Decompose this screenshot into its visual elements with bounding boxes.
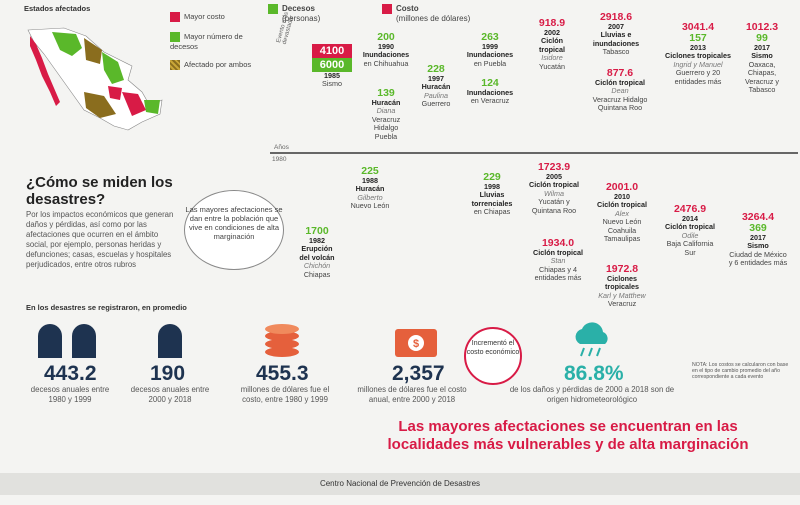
banknote-icon: $ xyxy=(395,329,437,357)
event-1988: 225 1988 Huracán Gilberto Nuevo León xyxy=(350,165,390,211)
event-diana: 139 Huracán Diana Veracruz Hidalgo Puebla xyxy=(371,87,401,141)
marginalization-bubble: Las mayores afectaciones se dan entre la… xyxy=(184,190,284,270)
event-stan: 1934.0 Ciclón tropical Stan Chiapas y 4 ent… xyxy=(533,237,583,283)
hatched-swatch-icon xyxy=(170,60,180,70)
coins-icon xyxy=(265,324,299,357)
event-karl-matthew: 1972.8 Ciclones tropicales Karl y Matthew V… xyxy=(598,263,646,309)
tombstone-icon xyxy=(38,324,96,358)
stat-label-deaths-1: decesos anuales entre 1980 y 1999 xyxy=(30,385,110,404)
event-1997: 228 1997 Huracán Paulina Guerrero xyxy=(421,63,451,109)
event-2013: 3041.4 157 2013 Ciclones tropicales Ingrid y… xyxy=(665,21,731,86)
footer-credit: Centro Nacional de Prevención de Desastr… xyxy=(0,473,800,495)
storm-cloud-icon xyxy=(575,322,608,357)
event-2014: 2476.9 2014 Ciclón tropical Odile Baja Calif… xyxy=(665,203,715,257)
intro-body: Por los impactos económicos que generan … xyxy=(26,210,174,269)
stat-value-cost-1: 455.3 xyxy=(256,362,309,385)
cost-note: NOTA: Los costos se calcularon con base … xyxy=(692,362,789,380)
event-2007: 2918.6 2007 Lluvias e inundaciones Tabasco xyxy=(592,11,640,57)
stat-value-deaths-2: 190 xyxy=(150,362,186,385)
stat-label-deaths-2: decesos anuales entre 2000 y 2018 xyxy=(130,385,210,404)
event-2005: 1723.9 2005 Ciclón tropical Wilma Yucatán y … xyxy=(529,161,579,215)
intro-title: ¿Cómo se miden los desastres? xyxy=(26,174,173,208)
axis-years-label: Años xyxy=(274,144,289,151)
event-1985: 4100 6000 1985 Sismo xyxy=(312,44,352,89)
green-swatch-icon xyxy=(170,32,180,42)
stat-label-cost-1: millones de dólares fue el costo, entre … xyxy=(240,385,330,404)
event-dean: 877.6 Ciclón tropical Dean Veracruz Hidalgo… xyxy=(592,67,648,113)
stats-title: En los desastres se registraron, en prom… xyxy=(26,303,187,312)
event-2017-cdmx: 3264.4 369 2017 Sismo Ciudad de México y 6 e… xyxy=(728,211,788,268)
main-banner: Las mayores afectaciones se encuentran e… xyxy=(387,418,749,453)
legend-item-both: Afectado por ambos xyxy=(170,60,260,70)
stat-value-percent: 86.8% xyxy=(564,362,624,385)
map-title: Estados afectados xyxy=(24,4,91,13)
event-2017-oaxaca: 1012.3 99 2017 Sismo Oaxaca, Chiapas, Veracr… xyxy=(745,21,779,95)
stat-label-percent: de los daños y pérdidas de 2000 a 2018 s… xyxy=(509,385,675,404)
event-veracruz-floods: 124 Inundaciones en Veracruz xyxy=(466,77,514,106)
axis-year-start: 1980 xyxy=(272,156,287,163)
event-2010: 2001.0 2010 Ciclón tropical Alex Nuevo León … xyxy=(597,181,647,244)
event-1982: 1700 1982 Erupción del volcán Chichón Chiapa… xyxy=(299,225,335,279)
event-2002: 918.9 2002 Ciclón tropical Isidore Yucatán xyxy=(538,17,566,71)
legend-item-cost: Mayor costo xyxy=(170,12,225,22)
cost-legend: Costo (millones de dólares) xyxy=(382,4,470,23)
timeline-axis xyxy=(270,152,798,154)
stat-value-cost-2: 2,357 xyxy=(392,362,445,385)
svg-text:$: $ xyxy=(413,338,419,350)
legend-item-deaths: Mayor número de decesos xyxy=(170,32,243,51)
stat-value-deaths-1: 443.2 xyxy=(44,362,97,385)
tombstone-icon xyxy=(158,324,182,358)
event-1999: 263 1999 Inundaciones en Puebla xyxy=(466,31,514,68)
event-1998: 229 1998 Lluvias torrenciales en Chiapas xyxy=(471,171,513,217)
deaths-legend: Decesos (personas) xyxy=(268,4,320,23)
red-swatch-icon xyxy=(170,12,180,22)
stat-label-cost-2: millones de dólares fue el costo anual, … xyxy=(357,385,467,404)
event-1990: 200 1990 Inundaciones en Chihuahua xyxy=(362,31,410,68)
cost-increase-badge: Incrementó el costo económico xyxy=(464,327,522,385)
mexico-map xyxy=(27,27,163,131)
